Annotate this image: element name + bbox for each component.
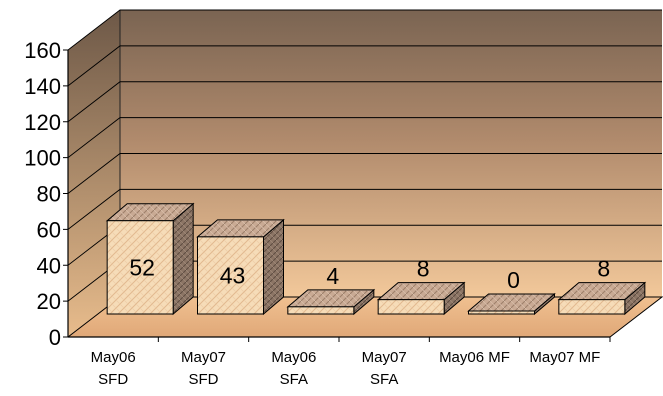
gridline xyxy=(67,153,662,194)
y-tick-label: 20 xyxy=(37,289,61,314)
y-tick-label: 120 xyxy=(24,110,61,135)
gridline xyxy=(67,45,662,87)
bar xyxy=(558,299,626,315)
bar xyxy=(468,310,535,315)
bar xyxy=(106,220,174,315)
data-label: 0 xyxy=(507,267,520,293)
x-category-label: May06 xyxy=(91,349,136,366)
bar-group xyxy=(105,202,195,316)
x-category-label: SFD xyxy=(98,371,128,388)
y-tick-label: 40 xyxy=(37,253,61,278)
bar-side xyxy=(172,202,194,316)
x-category-label: SFD xyxy=(189,371,219,388)
data-label: 4 xyxy=(326,263,339,289)
x-category-label: May07 xyxy=(181,349,226,366)
bar-group xyxy=(196,218,285,316)
x-category-label: May07 MF xyxy=(529,349,600,366)
bar-group xyxy=(467,292,556,316)
bar-group xyxy=(286,288,376,316)
bar xyxy=(287,306,355,315)
y-tick-label: 0 xyxy=(49,325,61,350)
gridline xyxy=(67,117,662,158)
bar xyxy=(377,299,445,315)
x-category-label: May06 xyxy=(271,349,316,366)
x-category-label: May06 MF xyxy=(439,349,510,366)
x-category-label: May07 xyxy=(362,349,407,366)
data-label: 8 xyxy=(417,256,430,282)
data-label: 43 xyxy=(220,262,246,288)
y-tick-label: 60 xyxy=(37,217,61,242)
x-category-label: SFA xyxy=(280,371,308,388)
y-tick-label: 140 xyxy=(24,74,61,99)
gridline xyxy=(67,81,662,123)
data-label: 8 xyxy=(597,256,610,282)
y-tick-label: 100 xyxy=(24,146,61,171)
bar-group xyxy=(376,281,466,316)
bar xyxy=(197,236,264,315)
data-label: 52 xyxy=(129,254,155,280)
y-tick-label: 160 xyxy=(24,38,61,63)
gridline xyxy=(67,188,662,230)
y-tick-label: 80 xyxy=(37,182,61,207)
bar-group xyxy=(557,281,647,316)
x-category-label: SFA xyxy=(370,371,398,388)
gridline xyxy=(67,9,662,51)
